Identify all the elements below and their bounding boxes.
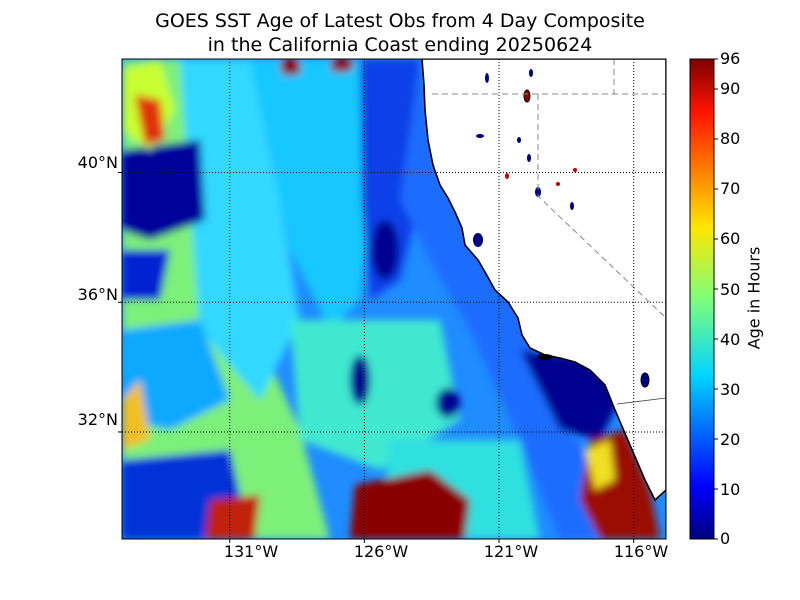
colorbar-tick-label: 0 [720,529,731,548]
map-frame [121,58,667,540]
sst-age-field [122,59,666,539]
lon-label-116: 116°W [613,542,669,561]
lon-label-126: 126°W [353,542,409,561]
lon-label-121: 121°W [483,542,539,561]
chart-title-line1: GOES SST Age of Latest Obs from 4 Day Co… [155,10,645,32]
lat-label-32: 32°N [77,410,118,429]
colorbar-tick-label: 96 [720,49,741,68]
colorbar-tick-label: 80 [720,129,741,148]
chart-title-line2: in the California Coast ending 20250624 [207,34,593,56]
colorbar-tick-label: 10 [720,480,741,499]
colorbar-tick-label: 40 [720,330,741,349]
land-mask [421,59,666,502]
colorbar-tick-label: 70 [720,179,741,198]
colorbar [689,58,715,540]
colorbar-tick-label: 50 [720,280,741,299]
colorbar-tick-label: 20 [720,430,741,449]
colorbar-tick-label: 60 [720,229,741,248]
colorbar-title: Age in Hours [744,246,764,350]
lat-label-40: 40°N [77,153,118,172]
mexico-border [616,397,666,405]
lon-label-131: 131°W [223,542,279,561]
lat-label-36: 36°N [77,285,118,304]
colorbar-tick-label: 90 [720,79,741,98]
map-axis-ticks [118,172,635,543]
colorbar-tick-label: 30 [720,380,741,399]
inland-water [473,69,650,388]
colorbar-ticks [714,58,718,540]
graticule [122,59,666,539]
state-borders [432,59,666,319]
